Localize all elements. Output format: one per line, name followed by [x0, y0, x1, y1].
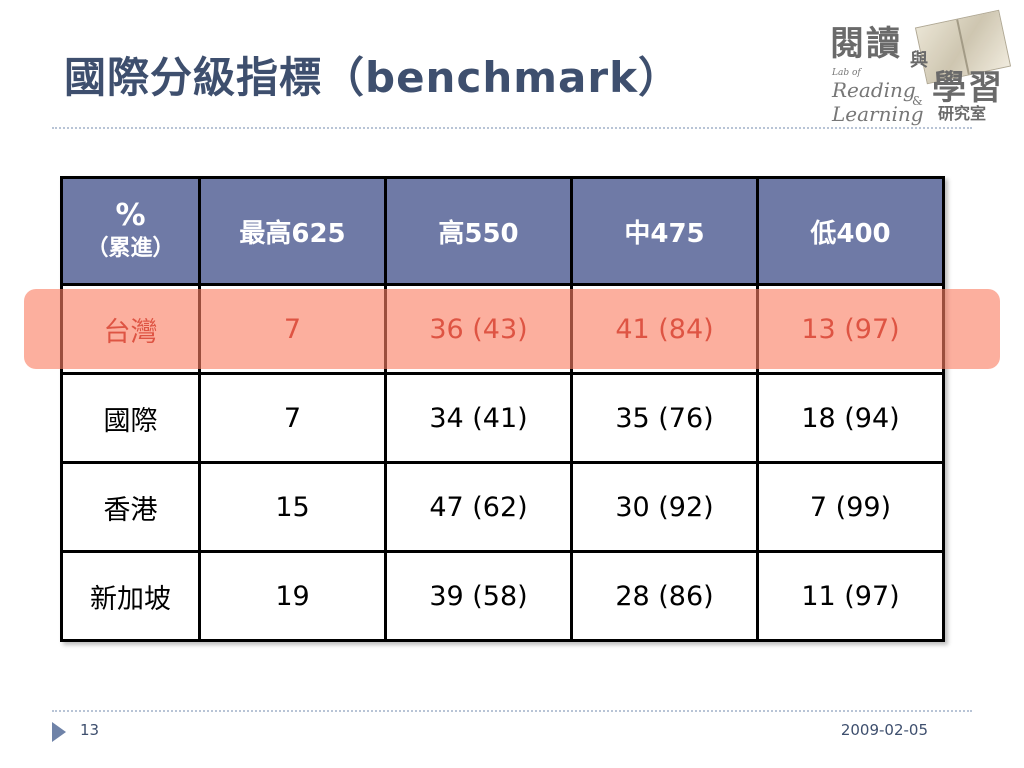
table-cell: 13 (97) [756, 283, 945, 375]
logo-text-connector: 與 [910, 50, 928, 71]
table-cell: 28 (86) [570, 550, 759, 642]
footer-divider [52, 710, 972, 712]
slide-date: 2009-02-05 [840, 721, 928, 739]
cumulative-label: （累進） [86, 236, 175, 261]
table-cell: 7 [198, 372, 387, 464]
logo-reading: Reading [832, 78, 916, 102]
table-row-singapore: 新加坡 19 39 (58) 28 (86) 11 (97) [60, 550, 945, 642]
table-cell: 15 [198, 461, 387, 553]
header-col-low: 低400 [756, 176, 945, 286]
row-label: 台灣 [60, 283, 201, 375]
row-label: 新加坡 [60, 550, 201, 642]
table-cell: 7 [198, 283, 387, 375]
table-cell: 36 (43) [384, 283, 573, 375]
table-cell: 11 (97) [756, 550, 945, 642]
row-label: 國際 [60, 372, 201, 464]
logo-text-line2: 學習 [932, 68, 1004, 108]
lab-logo: 閱讀 與 學習 研究室 Lab of Reading & Learning [828, 9, 1014, 126]
benchmark-table: % （累進） 最高625 高550 中475 低400 台灣 7 36 (43)… [60, 176, 945, 642]
row-label: 香港 [60, 461, 201, 553]
table-cell: 35 (76) [570, 372, 759, 464]
table-cell: 18 (94) [756, 372, 945, 464]
table-cell: 34 (41) [384, 372, 573, 464]
table-row-hongkong: 香港 15 47 (62) 30 (92) 7 (99) [60, 461, 945, 553]
table-cell: 19 [198, 550, 387, 642]
table-row-international: 國際 7 34 (41) 35 (76) 18 (94) [60, 372, 945, 464]
page-number: 13 [80, 721, 100, 739]
table-row-taiwan: 台灣 7 36 (43) 41 (84) 13 (97) [60, 283, 945, 375]
table-header-row: % （累進） 最高625 高550 中475 低400 [60, 176, 945, 286]
table-cell: 47 (62) [384, 461, 573, 553]
logo-learning: Learning [832, 102, 924, 126]
logo-amp: & [912, 94, 923, 108]
header-col-high: 高550 [384, 176, 573, 286]
logo-text-line1: 閱讀 [830, 24, 902, 64]
header-corner-cell: % （累進） [60, 176, 201, 286]
header-col-advanced: 最高625 [198, 176, 387, 286]
slide-title: 國際分級指標（benchmark） [64, 53, 681, 102]
footer-triangle-icon [52, 722, 66, 742]
table-cell: 30 (92) [570, 461, 759, 553]
logo-text-line3: 研究室 [938, 104, 987, 123]
table-cell: 7 (99) [756, 461, 945, 553]
header-col-intermediate: 中475 [570, 176, 759, 286]
logo-lab-of: Lab of [832, 68, 861, 78]
table-cell: 39 (58) [384, 550, 573, 642]
title-divider [52, 127, 972, 129]
percent-label: % [115, 198, 146, 233]
table-cell: 41 (84) [570, 283, 759, 375]
